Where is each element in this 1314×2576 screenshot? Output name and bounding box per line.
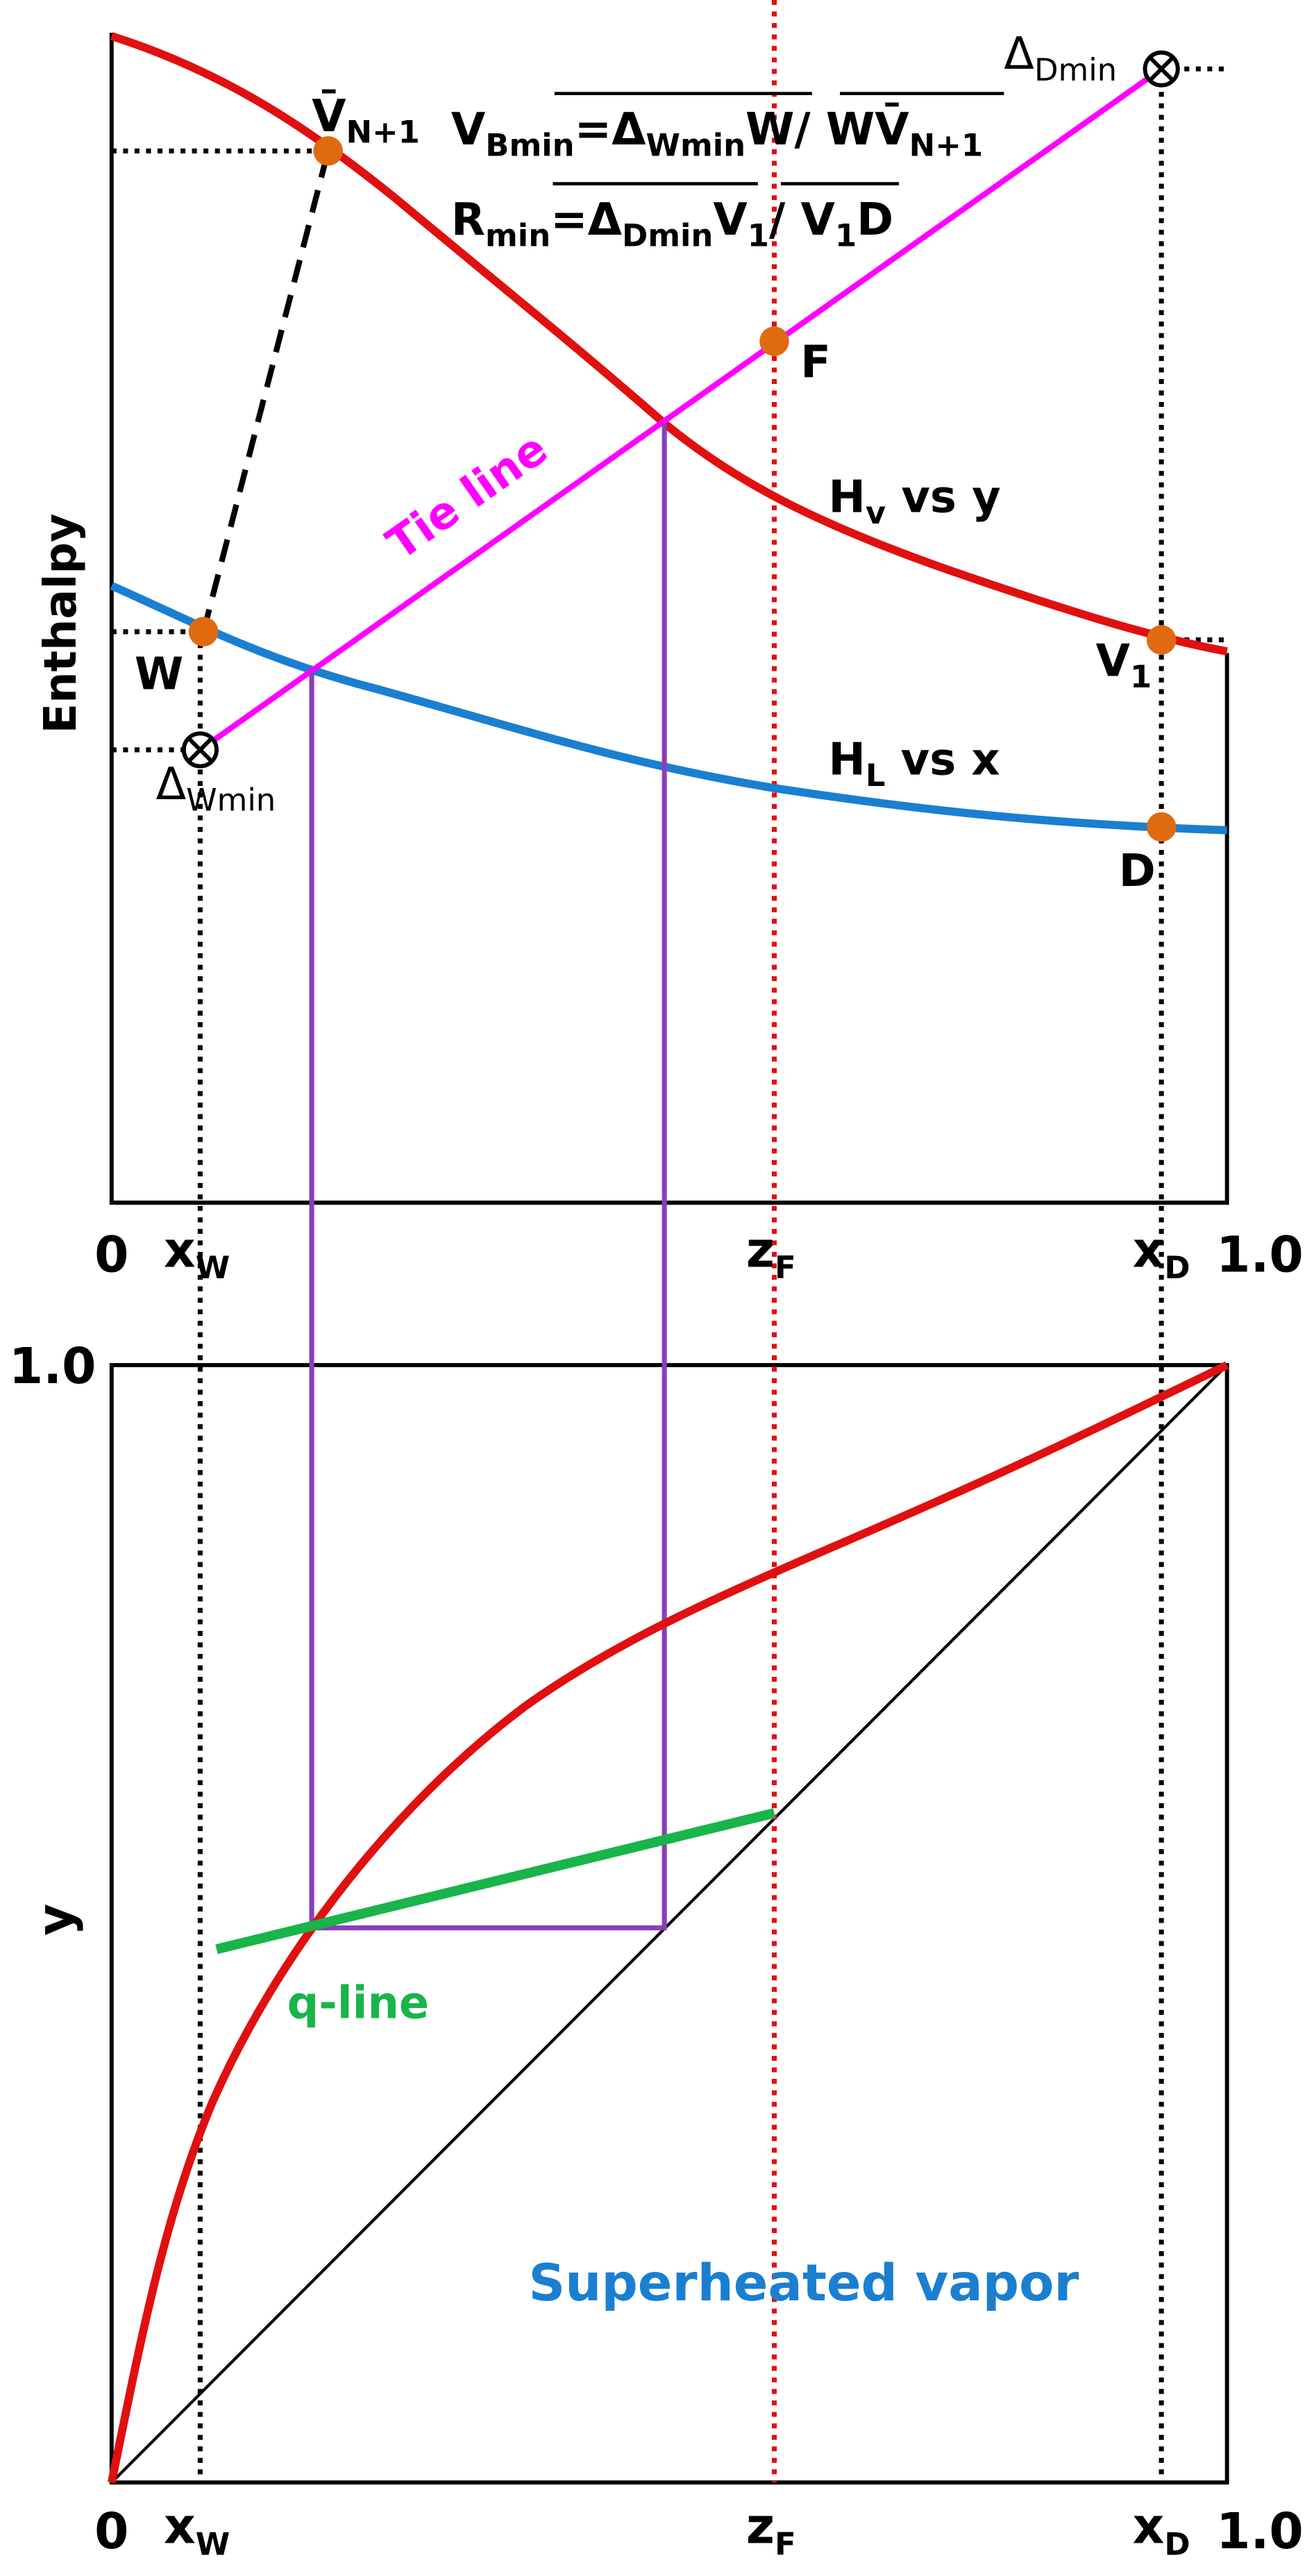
- point: [188, 617, 219, 647]
- text-part: N+1: [346, 114, 419, 151]
- curve-label: Hv vs y: [828, 471, 1000, 531]
- text-part: =: [550, 194, 587, 246]
- text-part: x: [1133, 1221, 1165, 1278]
- point-label: V̄N+1: [312, 89, 420, 150]
- text-part: Δ: [156, 759, 187, 810]
- text-part: W: [196, 2525, 230, 2562]
- points: [188, 136, 1177, 842]
- text-part: Dmin: [622, 217, 713, 253]
- text-part: N+1: [909, 126, 983, 163]
- text-part: Bmin: [485, 126, 574, 163]
- hl-curve: [110, 582, 1227, 835]
- tie-line: [198, 66, 1163, 753]
- text-part: D: [1164, 2525, 1190, 2562]
- x-tick-label: xD: [1133, 1221, 1190, 1286]
- point-label: ΔWmin: [156, 759, 276, 819]
- text-part: F: [775, 2525, 796, 2562]
- point: [1146, 625, 1177, 655]
- text-part: Wmin: [186, 781, 276, 818]
- x-tick-label: 0: [94, 2502, 128, 2560]
- point: [1146, 812, 1177, 842]
- text-part: V: [451, 104, 486, 156]
- equilibrium-curve: [107, 1361, 1229, 2484]
- curves: [107, 32, 1229, 2484]
- text-part: vs y: [886, 471, 1001, 523]
- text-part: min: [485, 217, 550, 253]
- text-part: =: [575, 104, 612, 156]
- difference-points: [181, 50, 1180, 769]
- text-part: V: [713, 194, 748, 246]
- point-label: W: [135, 649, 183, 700]
- text-part: Δ: [1004, 28, 1034, 80]
- overlines: [553, 92, 1004, 186]
- enthalpy-frame: [109, 33, 1229, 1205]
- text-part: F: [775, 1249, 796, 1286]
- text-part: W/ WV̄: [746, 102, 909, 156]
- text-part: Dmin: [1034, 51, 1117, 88]
- y-tick-label: 1.0: [9, 1337, 96, 1395]
- text-part: H: [828, 471, 865, 523]
- x-tick-label: 1.0: [1216, 1226, 1304, 1283]
- x-tick-label: 0: [94, 1226, 128, 1283]
- text-part: Wmin: [646, 126, 746, 163]
- text-part: x: [1133, 2498, 1165, 2555]
- text-part: H: [828, 734, 865, 785]
- text-part: Δ: [612, 104, 646, 156]
- delta-cross: [1148, 56, 1174, 82]
- y-axis-label: y: [26, 1904, 84, 1936]
- text-part: z: [746, 1221, 775, 1278]
- point-label: D: [1119, 846, 1156, 897]
- text-part: Δ: [588, 194, 623, 246]
- text-part: vs x: [885, 734, 1000, 785]
- x-tick-label: xW: [164, 2498, 230, 2563]
- text-part: z: [746, 2498, 775, 2555]
- equation: VBmin=ΔWminW/ WV̄N+1: [451, 102, 983, 163]
- diagonal: [110, 1364, 1229, 2484]
- delta-cross: [187, 737, 214, 763]
- equation: Rmin=ΔDminV1/ V1D: [451, 194, 893, 254]
- tie-line-label: Tie line: [378, 424, 557, 571]
- text-part: 1: [835, 217, 857, 253]
- x-tick-label: 1.0: [1216, 2502, 1304, 2560]
- text-part: D: [1164, 1249, 1190, 1286]
- xy-frame: [109, 1363, 1229, 2485]
- text-part: x: [164, 2498, 196, 2555]
- text-part: D: [857, 194, 893, 246]
- point-label: F: [800, 337, 831, 389]
- point-label: ΔDmin: [1004, 28, 1117, 88]
- text-part: W: [196, 1249, 230, 1286]
- text-part: / V: [769, 194, 836, 246]
- point-label: V1: [1096, 636, 1152, 696]
- q-line: [215, 1808, 776, 1955]
- text-part: V: [1096, 636, 1131, 687]
- text-part: R: [451, 194, 485, 246]
- q-line-label: q-line: [287, 1978, 430, 2030]
- y-axis-label: Enthalpy: [35, 513, 87, 733]
- point: [313, 136, 343, 166]
- region-label: Superheated vapor: [528, 2254, 1079, 2313]
- frames: [109, 33, 1229, 2485]
- guides: [111, 0, 1231, 2483]
- curve-label: HL vs x: [828, 734, 1000, 794]
- text-part: 1: [1130, 658, 1152, 695]
- dashed-line: [201, 150, 331, 633]
- text-part: V̄: [312, 89, 346, 142]
- text-part: L: [866, 757, 886, 794]
- text-part: x: [164, 1221, 196, 1278]
- point: [759, 326, 789, 356]
- x-tick-label: xW: [164, 1221, 230, 1286]
- text-part: v: [866, 494, 886, 531]
- x-tick-label: zF: [746, 1221, 796, 1286]
- x-tick-label: xD: [1133, 2498, 1190, 2563]
- x-tick-label: zF: [746, 2498, 796, 2563]
- text-part: 1: [748, 217, 769, 253]
- step-lines: [309, 423, 667, 1931]
